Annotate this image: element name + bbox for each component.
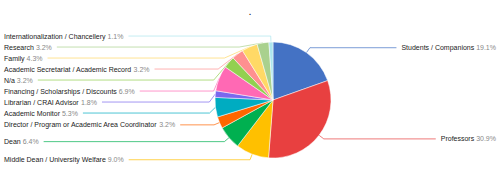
- svg-text:3.2%: 3.2%: [36, 44, 52, 51]
- svg-text:30.9%: 30.9%: [476, 135, 496, 142]
- svg-text:Academic Secretariat / Academi: Academic Secretariat / Academic Record: [4, 66, 131, 73]
- svg-text:3.2%: 3.2%: [134, 66, 150, 73]
- svg-text:Director / Program or Academic: Director / Program or Academic Area Coor…: [4, 121, 157, 129]
- svg-text:Professors: Professors: [441, 135, 475, 142]
- svg-text:Family: Family: [4, 55, 25, 63]
- svg-text:Internationalization / Chancel: Internationalization / Chancellery: [4, 33, 106, 41]
- svg-text:4.3%: 4.3%: [27, 55, 43, 62]
- svg-text:Students / Companions: Students / Companions: [401, 44, 474, 52]
- svg-text:.: .: [248, 5, 251, 17]
- svg-text:Financing / Scholarships / Dis: Financing / Scholarships / Discounts: [4, 88, 117, 96]
- svg-text:6.4%: 6.4%: [23, 138, 39, 145]
- svg-text:Academic Monitor: Academic Monitor: [4, 110, 61, 117]
- svg-text:Librarian / CRAI Advisor: Librarian / CRAI Advisor: [4, 99, 79, 106]
- svg-text:9.0%: 9.0%: [108, 156, 124, 163]
- svg-text:Middle Dean / University Welfa: Middle Dean / University Welfare: [4, 156, 106, 164]
- svg-text:Dean: Dean: [4, 138, 21, 145]
- svg-text:19.1%: 19.1%: [476, 44, 496, 51]
- svg-text:5.3%: 5.3%: [62, 110, 78, 117]
- svg-text:3.2%: 3.2%: [159, 121, 175, 128]
- svg-text:6.9%: 6.9%: [119, 88, 135, 95]
- svg-text:1.8%: 1.8%: [81, 99, 97, 106]
- svg-text:1.1%: 1.1%: [108, 33, 124, 40]
- svg-text:Research: Research: [4, 44, 34, 51]
- svg-text:N/a: N/a: [4, 77, 15, 84]
- svg-text:3.2%: 3.2%: [17, 77, 33, 84]
